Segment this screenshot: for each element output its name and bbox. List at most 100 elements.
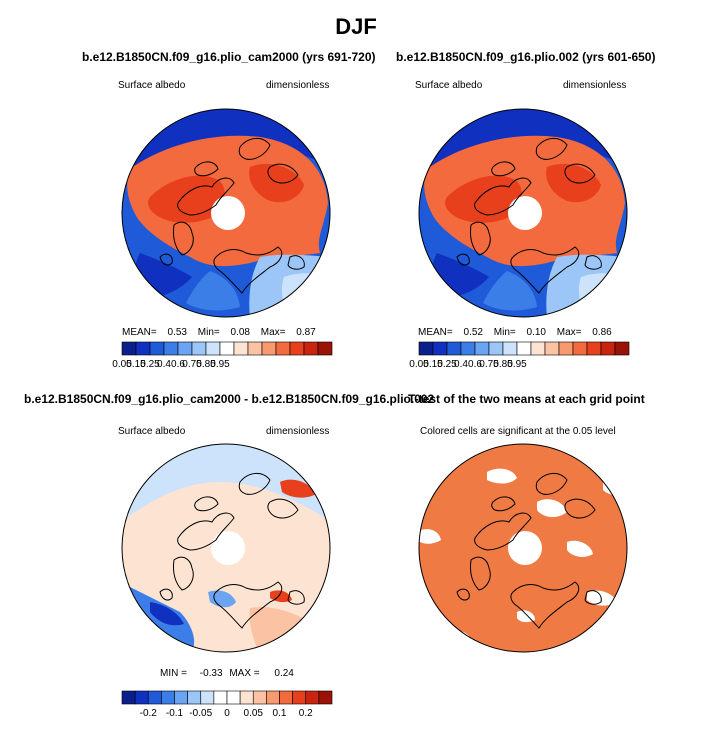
panel3-polar-map bbox=[121, 443, 331, 653]
coastline bbox=[173, 556, 194, 591]
colorbar-swatch bbox=[163, 341, 179, 356]
colorbar-swatch bbox=[502, 341, 518, 356]
pole-hole bbox=[211, 531, 245, 565]
coastline bbox=[267, 498, 299, 519]
colorbar-tick-label: -0.05 bbox=[189, 708, 212, 719]
colorbar-swatch bbox=[191, 341, 207, 356]
colorbar-swatch bbox=[161, 690, 175, 705]
field-region-neg-small bbox=[122, 444, 330, 522]
panel4-polar-map bbox=[418, 443, 628, 653]
coastline bbox=[159, 253, 173, 266]
colorbar-tick-label: 0.75 bbox=[479, 359, 499, 370]
panel3-max-value: 0.24 bbox=[274, 668, 294, 679]
panel2-mean-value: 0.52 bbox=[463, 327, 483, 338]
colorbar-tick-label: 0.25 bbox=[437, 359, 457, 370]
colorbar-swatch bbox=[177, 341, 193, 356]
field-region-neg bbox=[208, 590, 236, 608]
panel2-mean-label: MEAN= bbox=[418, 327, 453, 338]
panel1-max-value: 0.87 bbox=[296, 327, 316, 338]
insignificant-cells bbox=[587, 590, 617, 606]
colorbar-tick-label: 0.15 bbox=[423, 359, 443, 370]
map-border bbox=[121, 443, 331, 653]
colorbar-swatch bbox=[289, 341, 305, 356]
map-border bbox=[418, 443, 628, 653]
colorbar-swatch bbox=[544, 341, 560, 356]
coastline bbox=[177, 512, 235, 551]
field-region-very-high bbox=[249, 163, 304, 203]
panel3-min-label: MIN = bbox=[160, 668, 187, 679]
colorbar-swatch bbox=[121, 341, 137, 356]
colorbar-swatch bbox=[239, 690, 254, 705]
colorbar-tick-label: 0.2 bbox=[299, 708, 313, 719]
insignificant-cells bbox=[419, 529, 441, 544]
field-region-pos-strong bbox=[280, 479, 316, 498]
colorbar-swatch bbox=[149, 341, 165, 356]
colorbar-tick-label: -0.2 bbox=[140, 708, 158, 719]
map-field bbox=[419, 444, 627, 652]
map-field bbox=[122, 109, 330, 317]
panel4-title: T-test of the two means at each grid poi… bbox=[408, 392, 645, 406]
coastline bbox=[456, 588, 470, 601]
coastline bbox=[177, 177, 235, 216]
figure-title: DJF bbox=[335, 14, 377, 39]
colorbar-swatch bbox=[252, 690, 267, 705]
field-region-neg-strong bbox=[150, 602, 184, 626]
panel2-variable-label: Surface albedo bbox=[415, 80, 483, 91]
panel2-title: b.e12.B1850CN.f09_g16.plio.002 (yrs 601-… bbox=[396, 50, 656, 64]
colorbar-swatch bbox=[219, 341, 235, 356]
pole-hole bbox=[211, 196, 245, 230]
coastline bbox=[456, 253, 470, 266]
map-border bbox=[418, 108, 628, 318]
coastline bbox=[287, 255, 305, 270]
colorbar-swatch bbox=[275, 341, 291, 356]
colorbar-tick-label: 0.4 bbox=[454, 359, 468, 370]
coastline bbox=[287, 590, 305, 605]
field-region-low bbox=[483, 271, 537, 311]
colorbar-swatch bbox=[516, 341, 532, 356]
coastline bbox=[238, 473, 271, 495]
colorbar-swatch bbox=[147, 690, 162, 705]
coastline bbox=[470, 556, 491, 591]
colorbar-tick-label: 0.1 bbox=[273, 708, 287, 719]
coastline bbox=[535, 138, 568, 160]
coastline bbox=[535, 473, 568, 495]
insignificant-cells bbox=[567, 540, 593, 557]
colorbar-swatch bbox=[305, 690, 320, 705]
pole-hole bbox=[508, 531, 542, 565]
colorbar-swatch bbox=[266, 690, 280, 705]
panel1-polar-map bbox=[121, 108, 331, 318]
colorbar-swatch bbox=[572, 341, 588, 356]
colorbar-swatch bbox=[174, 690, 188, 705]
panel3-stats: MIN = -0.33 MAX = 0.24 bbox=[160, 668, 294, 679]
colorbar-swatch bbox=[134, 690, 149, 705]
colorbar-swatch bbox=[318, 690, 333, 705]
colorbar-swatch bbox=[292, 690, 307, 705]
colorbar-swatch bbox=[600, 341, 616, 356]
field-region-low bbox=[419, 109, 627, 177]
colorbar-swatch bbox=[418, 341, 434, 356]
colorbar-swatch bbox=[317, 341, 333, 356]
colorbar-tick-label: 0.85 bbox=[196, 359, 216, 370]
coastline bbox=[474, 512, 532, 551]
coastline bbox=[564, 163, 596, 184]
colorbar-tick-label: 0.6 bbox=[468, 359, 482, 370]
panel2-polar-map bbox=[418, 108, 628, 318]
coastline bbox=[491, 496, 516, 512]
colorbar-tick-label: 0.85 bbox=[493, 359, 513, 370]
panel1-min-label: Min= bbox=[197, 327, 220, 338]
panel2-max-label: Max= bbox=[556, 327, 582, 338]
colorbar-swatch bbox=[233, 341, 249, 356]
colorbar-tick-label: 0 bbox=[224, 708, 230, 719]
colorbar-swatch bbox=[247, 341, 263, 356]
colorbar-tick-label: 0.95 bbox=[210, 359, 230, 370]
colorbar-swatch bbox=[135, 341, 151, 356]
colorbar-tick-label: -0.1 bbox=[166, 708, 184, 719]
coastline bbox=[584, 590, 602, 605]
panel1-variable-label: Surface albedo bbox=[118, 80, 186, 91]
colorbar-tick-label: 0.75 bbox=[182, 359, 202, 370]
colorbar-tick-label: 0.95 bbox=[507, 359, 527, 370]
panel1-mean-value: 0.53 bbox=[167, 327, 187, 338]
map-field bbox=[419, 109, 627, 317]
panel2-colorbar: 0.050.150.250.4 0.60.750.850.95 bbox=[409, 341, 630, 370]
colorbar-swatch bbox=[474, 341, 490, 356]
